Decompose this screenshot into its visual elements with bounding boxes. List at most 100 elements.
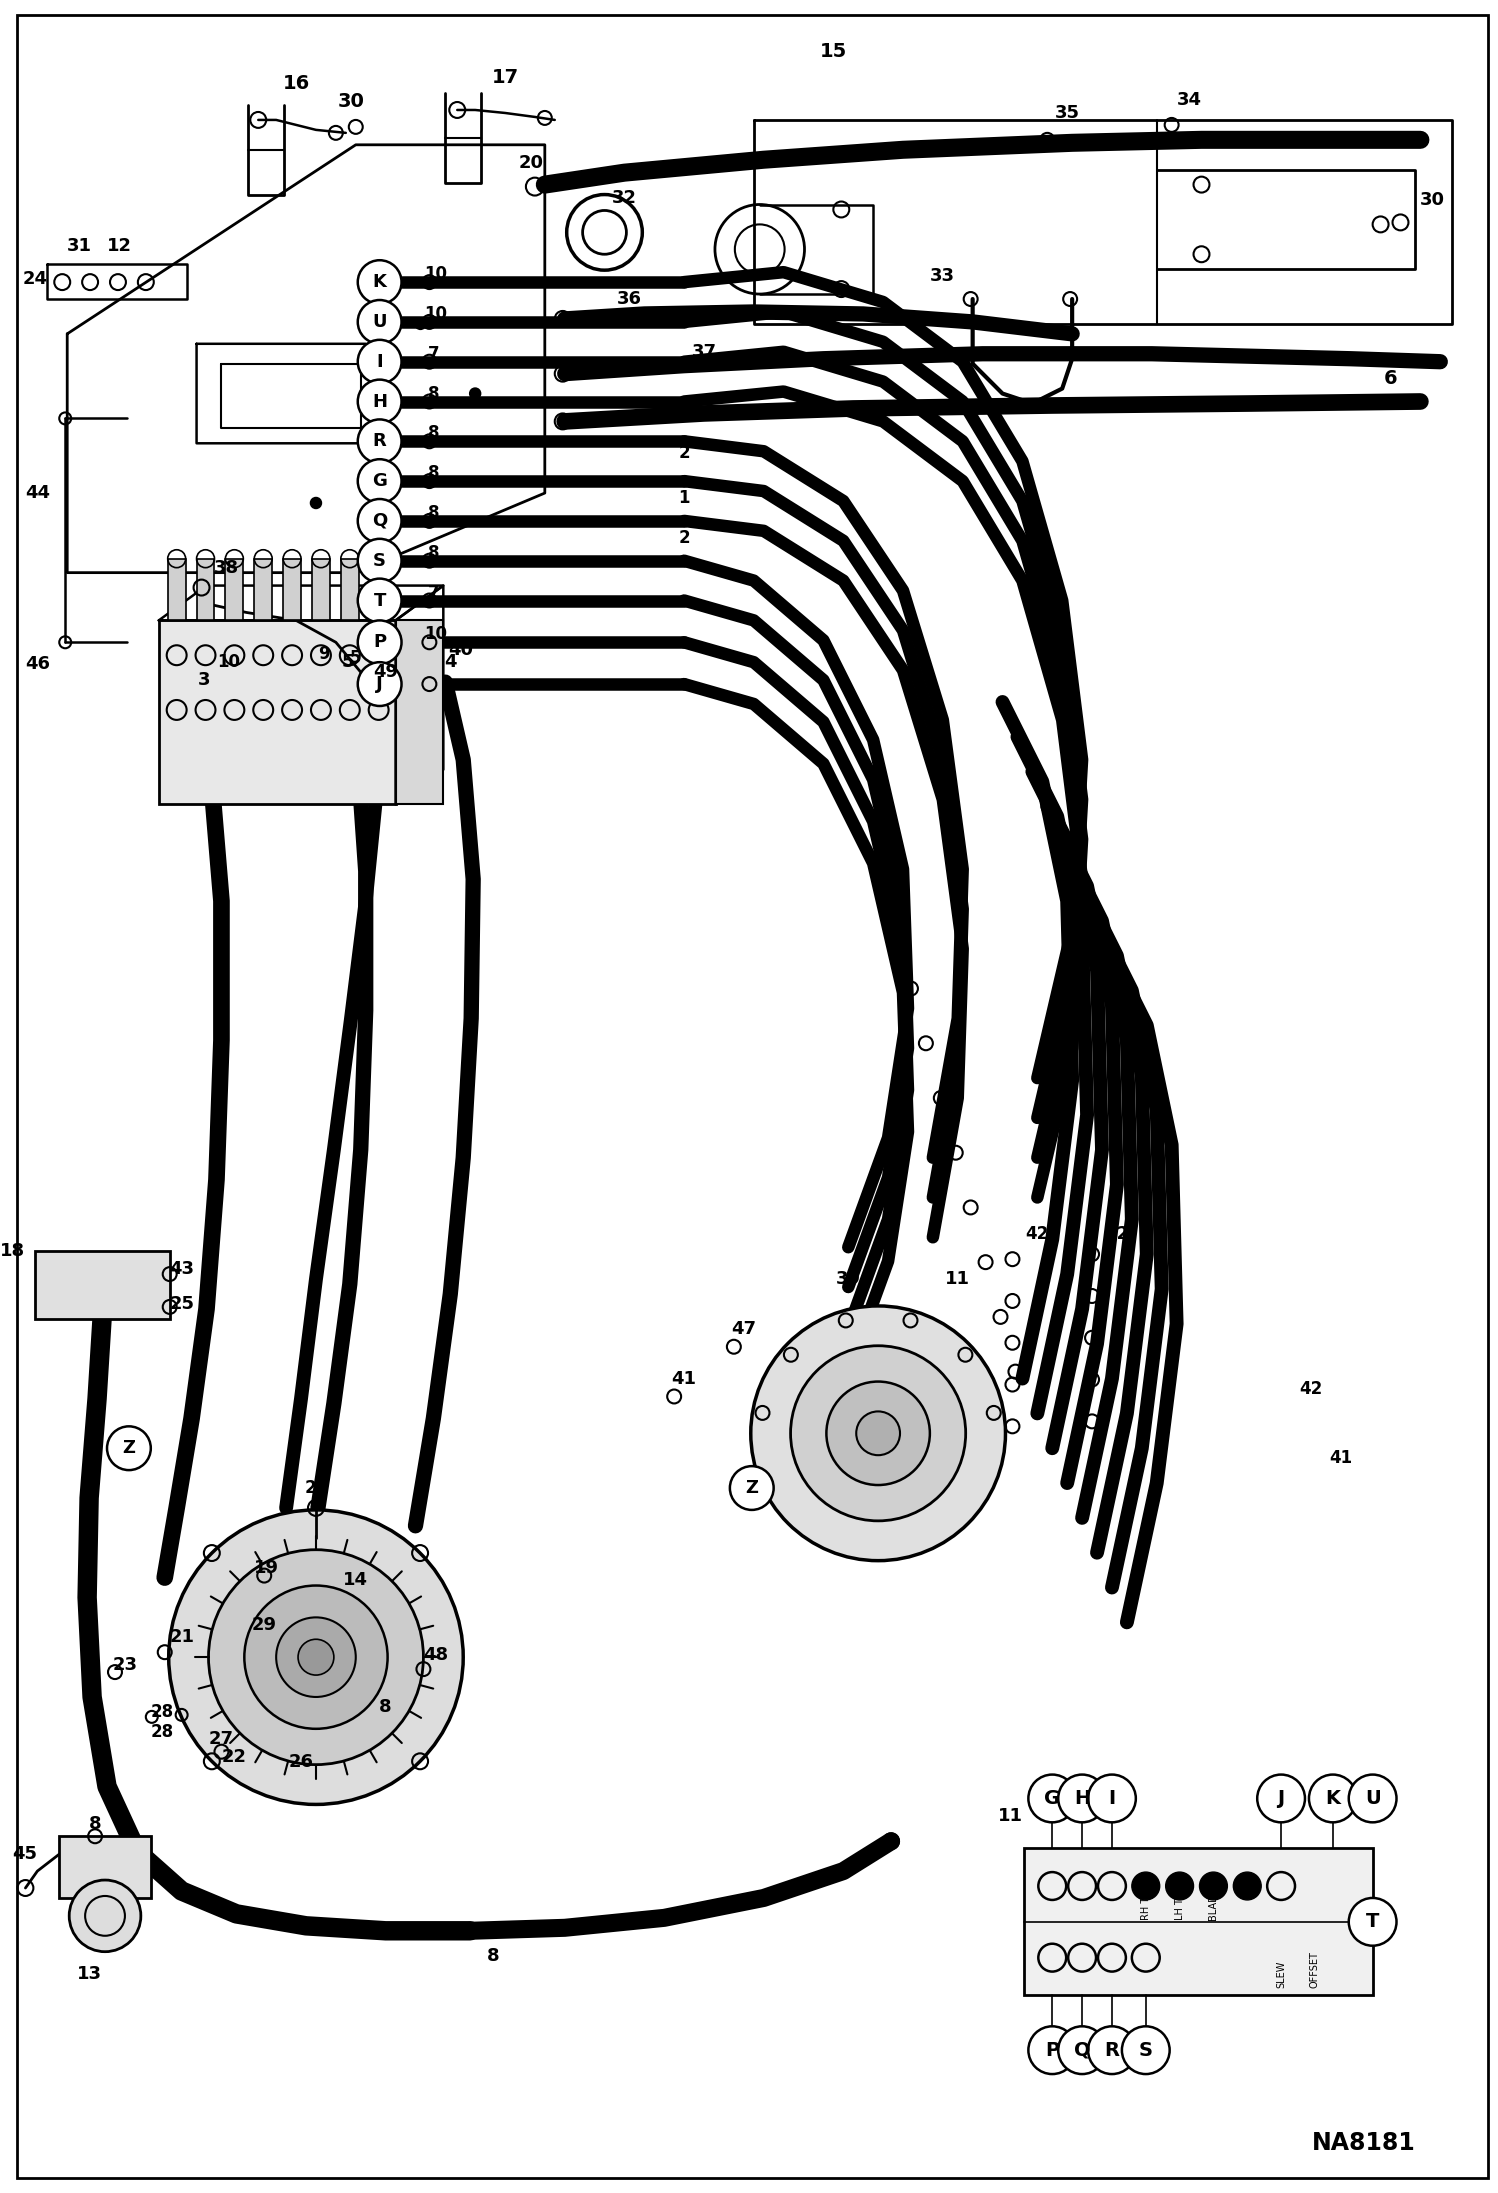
Bar bbox=[60, 1836, 151, 1897]
Text: 18: 18 bbox=[0, 1241, 25, 1261]
Text: 16: 16 bbox=[283, 75, 310, 92]
Text: RH TRVL: RH TRVL bbox=[1141, 1877, 1150, 1919]
Text: LH TRVL: LH TRVL bbox=[1174, 1879, 1185, 1919]
Circle shape bbox=[1348, 1774, 1396, 1822]
Text: 7: 7 bbox=[427, 583, 439, 601]
Text: 8: 8 bbox=[427, 544, 439, 561]
Circle shape bbox=[358, 458, 401, 502]
Text: 44: 44 bbox=[25, 485, 49, 502]
Bar bbox=[36, 1252, 169, 1318]
Circle shape bbox=[1233, 1873, 1261, 1899]
Text: 10: 10 bbox=[424, 305, 446, 322]
Circle shape bbox=[358, 419, 401, 463]
Bar bbox=[159, 621, 395, 805]
Text: 9: 9 bbox=[318, 645, 330, 662]
Circle shape bbox=[1088, 1774, 1135, 1822]
Bar bbox=[395, 621, 443, 805]
Text: 10: 10 bbox=[217, 654, 240, 671]
Circle shape bbox=[358, 662, 401, 706]
Text: 14: 14 bbox=[343, 1570, 369, 1588]
Text: 36: 36 bbox=[617, 289, 641, 307]
Circle shape bbox=[358, 300, 401, 344]
Circle shape bbox=[791, 1347, 966, 1522]
Circle shape bbox=[298, 1638, 334, 1675]
Bar bbox=[168, 559, 186, 621]
Text: S: S bbox=[373, 553, 386, 570]
Text: Q: Q bbox=[372, 511, 388, 531]
Circle shape bbox=[1058, 2026, 1106, 2075]
Text: 42: 42 bbox=[1299, 1379, 1323, 1397]
Text: 8: 8 bbox=[487, 1947, 499, 1965]
Text: 17: 17 bbox=[491, 68, 518, 88]
Text: 35: 35 bbox=[1055, 103, 1080, 123]
Text: P: P bbox=[373, 634, 386, 651]
Text: NA8181: NA8181 bbox=[1312, 2132, 1416, 2156]
Text: 22: 22 bbox=[222, 1748, 247, 1765]
Text: BLADE: BLADE bbox=[1209, 1886, 1218, 1919]
Text: T: T bbox=[373, 592, 386, 610]
Text: 28: 28 bbox=[150, 1704, 174, 1722]
Text: 10: 10 bbox=[424, 625, 446, 643]
Circle shape bbox=[1028, 2026, 1076, 2075]
Text: 23: 23 bbox=[112, 1656, 138, 1673]
Text: 10: 10 bbox=[424, 265, 446, 283]
Bar bbox=[312, 559, 330, 621]
Text: K: K bbox=[373, 274, 386, 292]
Text: 8: 8 bbox=[88, 1816, 102, 1833]
Text: R: R bbox=[1104, 2042, 1119, 2059]
Text: 34: 34 bbox=[1177, 92, 1201, 110]
Circle shape bbox=[1348, 1897, 1396, 1945]
Text: R: R bbox=[373, 432, 386, 450]
Text: 49: 49 bbox=[373, 662, 398, 682]
Circle shape bbox=[470, 388, 481, 399]
Text: 7: 7 bbox=[427, 344, 439, 362]
Text: 11: 11 bbox=[998, 1807, 1023, 1825]
Text: 31: 31 bbox=[66, 237, 91, 254]
Text: G: G bbox=[372, 471, 386, 489]
Text: Z: Z bbox=[123, 1439, 135, 1456]
Circle shape bbox=[1058, 1774, 1106, 1822]
Text: U: U bbox=[1365, 1789, 1381, 1807]
Circle shape bbox=[1088, 2026, 1135, 2075]
Bar bbox=[342, 559, 358, 621]
Text: 8: 8 bbox=[427, 384, 439, 404]
Text: 42: 42 bbox=[1106, 1226, 1128, 1243]
Text: 19: 19 bbox=[253, 1559, 279, 1577]
Text: H: H bbox=[372, 393, 386, 410]
Circle shape bbox=[1309, 1774, 1357, 1822]
Circle shape bbox=[358, 579, 401, 623]
Text: 4: 4 bbox=[443, 654, 457, 671]
Circle shape bbox=[857, 1412, 900, 1456]
Text: 41: 41 bbox=[671, 1371, 697, 1388]
Text: 11: 11 bbox=[945, 1270, 971, 1287]
Text: 6: 6 bbox=[1384, 368, 1398, 388]
Text: T: T bbox=[1366, 1912, 1380, 1932]
Text: I: I bbox=[1109, 1789, 1116, 1807]
Bar bbox=[1025, 1849, 1372, 1996]
Text: 8: 8 bbox=[427, 465, 439, 482]
Circle shape bbox=[370, 309, 380, 318]
Circle shape bbox=[827, 1382, 930, 1485]
Text: G: G bbox=[1044, 1789, 1061, 1807]
Circle shape bbox=[358, 500, 401, 544]
Bar bbox=[196, 559, 214, 621]
Text: 8: 8 bbox=[427, 425, 439, 443]
Text: 5: 5 bbox=[351, 649, 361, 667]
Text: 42: 42 bbox=[1026, 1226, 1049, 1243]
Bar bbox=[370, 559, 388, 621]
Text: 25: 25 bbox=[304, 1478, 328, 1498]
Text: 43: 43 bbox=[169, 1261, 195, 1279]
Text: J: J bbox=[1278, 1789, 1285, 1807]
Text: 2: 2 bbox=[679, 529, 691, 546]
Circle shape bbox=[358, 261, 401, 305]
Text: 48: 48 bbox=[422, 1647, 448, 1664]
Text: Q: Q bbox=[1074, 2042, 1091, 2059]
Text: K: K bbox=[1326, 1789, 1341, 1807]
Text: 15: 15 bbox=[819, 42, 846, 61]
Circle shape bbox=[358, 621, 401, 664]
Text: 13: 13 bbox=[76, 1965, 102, 1982]
Circle shape bbox=[1122, 2026, 1170, 2075]
Text: 39: 39 bbox=[836, 1270, 861, 1287]
Circle shape bbox=[730, 1467, 773, 1511]
Circle shape bbox=[169, 1511, 463, 1805]
